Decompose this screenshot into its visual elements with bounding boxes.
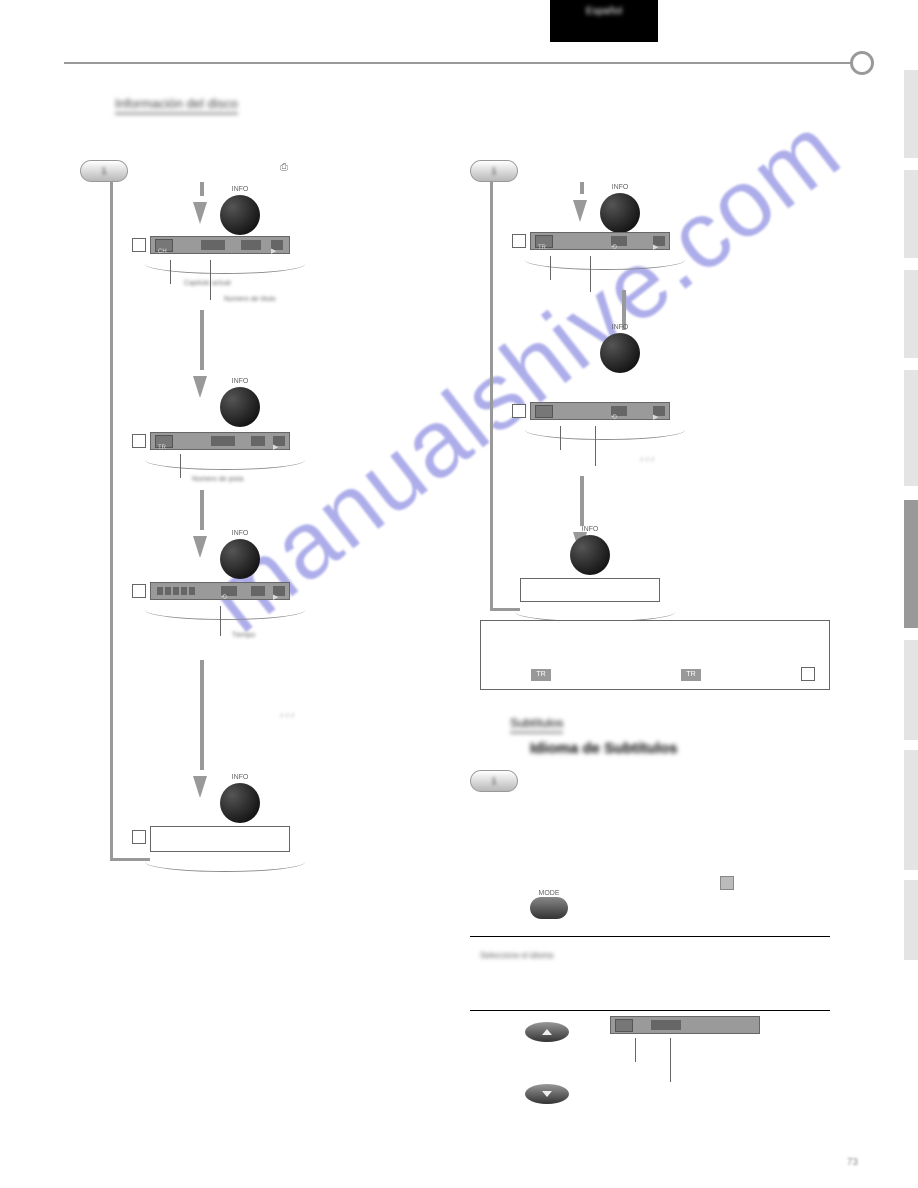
step-r1-pill: 1 xyxy=(470,160,518,182)
subtitle-underline: Subtítulos xyxy=(510,716,563,733)
display-2: TR ▶ xyxy=(150,432,290,450)
right-flow-line xyxy=(490,178,493,608)
arrow-2 xyxy=(193,376,207,398)
arrow-stem-2 xyxy=(200,310,204,370)
r-checkbox-1 xyxy=(512,234,526,248)
r-info-button-1[interactable] xyxy=(600,193,640,233)
sidebar-tab-2 xyxy=(904,170,918,258)
r-display-1: TR ⟲ ▶ xyxy=(530,232,670,250)
sidebar-tab-7 xyxy=(904,750,918,870)
tr-badge-1: TR xyxy=(531,669,551,681)
display-3: ⟲ ▶ xyxy=(150,582,290,600)
triangle-down-icon xyxy=(542,1091,552,1097)
nav-down-button[interactable] xyxy=(525,1084,569,1104)
mode-button[interactable] xyxy=(530,897,568,919)
section-title: Información del disco xyxy=(115,96,238,114)
arrow-4 xyxy=(193,776,207,798)
info-label-1: INFO xyxy=(220,186,260,193)
final-box-left xyxy=(150,826,290,852)
big-box-sq xyxy=(801,667,815,681)
label-3a: Tiempo xyxy=(232,632,255,639)
triangle-up-icon xyxy=(542,1029,552,1035)
language-tab-text: Español xyxy=(550,0,658,17)
r-arrow-stem-3 xyxy=(580,476,584,526)
page-root: Español Información del disco manualshiv… xyxy=(0,0,918,1188)
display-1: CH ▶ xyxy=(150,236,290,254)
r-info-label-2: INFO xyxy=(600,324,640,331)
arrow-1 xyxy=(193,202,207,224)
checkbox-2 xyxy=(132,434,146,448)
sidebar-tab-4 xyxy=(904,370,918,486)
checkbox-4 xyxy=(132,830,146,844)
sidebar-tab-3 xyxy=(904,270,918,358)
arrow-3 xyxy=(193,536,207,558)
step-1-pill: 1 xyxy=(80,160,128,182)
subtitle-title: Idioma de Subtítulos xyxy=(530,740,678,757)
arrow-stem-3 xyxy=(200,490,204,530)
music-notes-left: ♪ ♪ ♪ xyxy=(280,712,294,719)
info-button-2[interactable] xyxy=(220,387,260,427)
page-number: 73 xyxy=(847,1157,858,1168)
header-circle-icon xyxy=(850,51,874,75)
r-curve-2 xyxy=(525,420,685,440)
label-1b: Número de título xyxy=(224,296,276,303)
divider-2 xyxy=(470,936,830,937)
info-label-2: INFO xyxy=(220,378,260,385)
r-final-small-box xyxy=(520,578,660,602)
nav-desc: Seleccione el idioma xyxy=(480,950,810,990)
r-info-button-2[interactable] xyxy=(600,333,640,373)
r-curve-3 xyxy=(515,602,675,622)
r-info-label-3: INFO xyxy=(570,526,610,533)
info-button-1[interactable] xyxy=(220,195,260,235)
curve-2 xyxy=(145,450,305,470)
r-music-notes: ♪ ♪ ♪ xyxy=(640,456,654,463)
r-info-label-1: INFO xyxy=(600,184,640,191)
r-arrow-stem-1 xyxy=(580,182,584,194)
watermark-text: manualshive.com xyxy=(188,95,861,654)
curve-1 xyxy=(145,254,305,274)
mode-desc xyxy=(580,872,810,912)
curve-4 xyxy=(145,852,305,872)
sidebar-tab-6 xyxy=(904,640,918,740)
big-info-box: TR TR xyxy=(480,620,830,690)
sub-step-pill: 1 xyxy=(470,770,518,792)
info-button-3[interactable] xyxy=(220,539,260,579)
r-curve-1 xyxy=(525,250,685,270)
r-display-2: ⟲ ▶ xyxy=(530,402,670,420)
checkbox-1 xyxy=(132,238,146,252)
arrow-stem-1 xyxy=(200,182,204,196)
header-rule xyxy=(64,62,864,64)
r-info-button-3[interactable] xyxy=(570,535,610,575)
sidebar-tab-5-active xyxy=(904,500,918,628)
tr-badge-2: TR xyxy=(681,669,701,681)
label-2a: Número de pista xyxy=(192,476,243,483)
sub-display xyxy=(610,1016,760,1034)
divider-1 xyxy=(470,1010,830,1011)
language-tab: Español xyxy=(550,0,658,42)
arrow-stem-4 xyxy=(200,660,204,770)
mode-label: MODE xyxy=(530,890,568,897)
big-box-desc xyxy=(489,629,821,659)
info-label-3: INFO xyxy=(220,530,260,537)
curve-3 xyxy=(145,600,305,620)
info-label-4: INFO xyxy=(220,774,260,781)
left-flow-line xyxy=(110,178,113,858)
r-arrow-1 xyxy=(573,200,587,222)
checkbox-3 xyxy=(132,584,146,598)
nav-up-button[interactable] xyxy=(525,1022,569,1042)
info-button-4[interactable] xyxy=(220,783,260,823)
label-1a: Capítulo actual xyxy=(184,280,231,287)
r-checkbox-2 xyxy=(512,404,526,418)
sub-desc-1 xyxy=(530,772,810,812)
sidebar-tab-8 xyxy=(904,880,918,960)
sidebar-tab-1 xyxy=(904,70,918,158)
